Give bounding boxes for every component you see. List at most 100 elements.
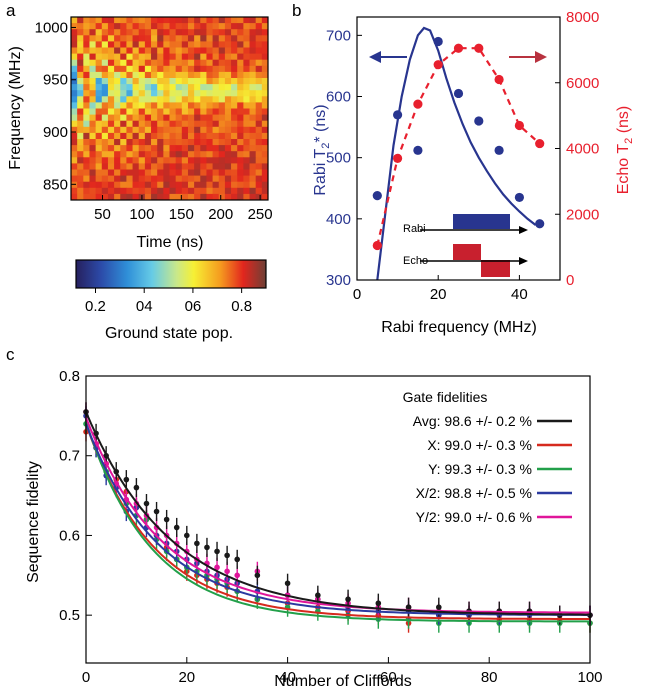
- heatmap-cell: [120, 71, 127, 79]
- heatmap-cell: [218, 120, 226, 128]
- heatmap-cell: [181, 126, 189, 134]
- heatmap-cell: [114, 53, 121, 61]
- heatmap-cell: [95, 23, 103, 30]
- heatmap-axes: 50 100 150 200 250 850 900 950 1000: [35, 19, 273, 223]
- heatmap-cell: [249, 139, 257, 146]
- heatmap-cell: [231, 17, 238, 24]
- heatmap-cell: [77, 114, 84, 122]
- heatmap-cell: [261, 175, 269, 183]
- heatmap-cell: [132, 41, 140, 48]
- heatmap-cell: [132, 193, 140, 201]
- heatmap-cell: [163, 65, 170, 73]
- echo-ytick-label: 6000: [566, 75, 599, 92]
- heatmap-cell: [71, 139, 78, 146]
- heatmap-cell: [151, 132, 158, 140]
- heatmap-cell: [107, 151, 115, 158]
- heatmap-cell: [181, 53, 189, 61]
- heatmap-cell: [224, 126, 232, 134]
- heatmap-cell: [249, 53, 257, 61]
- heatmap-cell: [77, 29, 84, 36]
- heatmap-cell: [157, 59, 164, 67]
- heatmap-cell: [107, 145, 115, 152]
- rb-point: [214, 564, 220, 571]
- heatmap-cell: [175, 126, 183, 134]
- heatmap-cell: [71, 47, 78, 54]
- heatmap-cell: [261, 84, 269, 91]
- heatmap-cell: [187, 132, 195, 140]
- heatmap-cell: [89, 96, 97, 103]
- heatmap-cell: [194, 84, 201, 91]
- heatmap-cell: [261, 71, 269, 79]
- heatmap-cell: [231, 175, 238, 183]
- heatmap-cell: [126, 17, 133, 24]
- heatmap-cell: [249, 96, 257, 103]
- heatmap-cell: [187, 78, 195, 85]
- heatmap-cell: [187, 175, 195, 183]
- heatmap-cell: [224, 193, 232, 201]
- heatmap-cell: [95, 145, 103, 152]
- heatmap-cell: [151, 59, 158, 67]
- heatmap-cell: [255, 96, 263, 103]
- heatmap-cell: [212, 29, 220, 36]
- heatmap-cell: [175, 47, 183, 54]
- heatmap-cell: [107, 47, 115, 54]
- heatmap-cell: [71, 29, 78, 36]
- heatmap-cell: [120, 47, 127, 54]
- heatmap-cell: [206, 59, 213, 67]
- heatmap-cell: [71, 23, 78, 30]
- heatmap-cell: [255, 193, 263, 201]
- echo-ytick-label: 0: [566, 272, 574, 289]
- heatmap-cell: [212, 181, 220, 189]
- heatmap-cell: [163, 102, 170, 109]
- heatmap-cell: [77, 53, 84, 61]
- heatmap-cell: [255, 65, 263, 73]
- rb-fit-curve: [85, 417, 590, 614]
- heatmap-cell: [138, 78, 146, 85]
- rabi-point: [453, 88, 464, 99]
- heatmap-cell: [212, 65, 220, 73]
- heatmap-cell: [101, 108, 109, 115]
- heatmap-cell: [144, 84, 152, 91]
- heatmap-cell: [89, 65, 97, 73]
- heatmap-cell: [71, 90, 78, 97]
- heatmap-cell: [212, 132, 220, 140]
- heatmap-cell: [163, 17, 170, 24]
- heatmap-cell: [126, 90, 133, 97]
- heatmap-cell: [144, 181, 152, 189]
- heatmap-cell: [107, 53, 115, 61]
- heatmap-cell: [261, 181, 269, 189]
- heatmap-cell: [163, 84, 170, 91]
- heatmap-cell: [77, 84, 84, 91]
- heatmap-cell: [224, 175, 232, 183]
- heatmap-cell: [107, 96, 115, 103]
- heatmap-cell: [83, 59, 90, 67]
- heatmap-cell: [224, 132, 232, 140]
- heatmap-cell: [157, 120, 164, 128]
- heatmap-cell: [175, 84, 183, 91]
- heatmap-cell: [181, 181, 189, 189]
- heatmap-cell: [255, 139, 263, 146]
- heatmap-cell: [151, 29, 158, 36]
- heatmap-cell: [200, 132, 207, 140]
- echo-pulse-1: [453, 244, 481, 260]
- heatmap-cell: [120, 157, 127, 164]
- heatmap-cell: [101, 157, 109, 164]
- heatmap-cell: [71, 163, 78, 170]
- heatmap-cell: [138, 145, 146, 152]
- heatmap-cell: [107, 187, 115, 195]
- heatmap-cell: [206, 17, 213, 24]
- pulse-inset: Rabi Echo: [403, 214, 528, 277]
- heatmap-cell: [255, 181, 263, 189]
- heatmap-cell: [101, 187, 109, 195]
- heatmap-cell: [200, 193, 207, 201]
- heatmap-cell: [163, 78, 170, 85]
- heatmap-cell: [218, 157, 226, 164]
- rabi-ytick-label: 700: [326, 27, 351, 44]
- heatmap-cell: [95, 102, 103, 109]
- heatmap-cell: [218, 84, 226, 91]
- heatmap-cell: [243, 181, 250, 189]
- heatmap-cell: [255, 114, 263, 122]
- heatmap-cell: [157, 169, 164, 176]
- heatmap-cell: [249, 90, 257, 97]
